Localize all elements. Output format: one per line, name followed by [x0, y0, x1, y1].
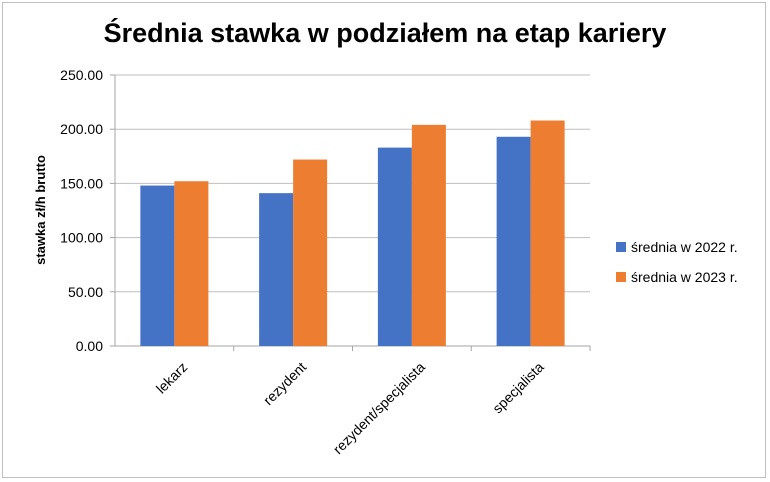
- legend-label: średnia w 2023 r.: [631, 269, 738, 285]
- y-tick-label: 100.00: [60, 230, 103, 246]
- y-tick-label: 50.00: [68, 284, 103, 300]
- bar-2022-1: [259, 193, 294, 346]
- y-tick-label: 150.00: [60, 175, 103, 191]
- x-tick-label: specjalista: [489, 359, 547, 417]
- x-axis-labels: lekarz rezydent rezydent/specjalista specja…: [153, 359, 547, 457]
- bar-2022-2: [377, 147, 412, 346]
- y-axis-label: stawka zł/h brutto: [33, 155, 48, 265]
- y-tick-label: 250.00: [60, 67, 103, 83]
- y-tick-label: 200.00: [60, 121, 103, 137]
- x-tick-label: lekarz: [153, 359, 191, 397]
- y-axis-ticks: 0.00 50.00 100.00 150.00 200.00 250.00: [60, 67, 103, 354]
- chart-title: Średnia stawka w podziałem na etap karie…: [103, 18, 667, 48]
- legend-swatch: [616, 272, 626, 282]
- bar-2023-1: [293, 159, 328, 346]
- legend: średnia w 2022 r. średnia w 2023 r.: [616, 239, 738, 285]
- y-tick-label: 0.00: [76, 338, 103, 354]
- bar-2023-0: [174, 181, 209, 346]
- bars: [140, 120, 565, 346]
- legend-swatch: [616, 242, 626, 252]
- x-tick-label: rezydent: [260, 359, 309, 408]
- bar-2022-3: [496, 136, 531, 346]
- legend-label: średnia w 2022 r.: [631, 239, 738, 255]
- bar-2023-2: [411, 124, 446, 346]
- x-tick-label: rezydent/specjalista: [330, 359, 428, 457]
- bar-2023-3: [530, 120, 565, 346]
- bar-2022-0: [140, 185, 175, 346]
